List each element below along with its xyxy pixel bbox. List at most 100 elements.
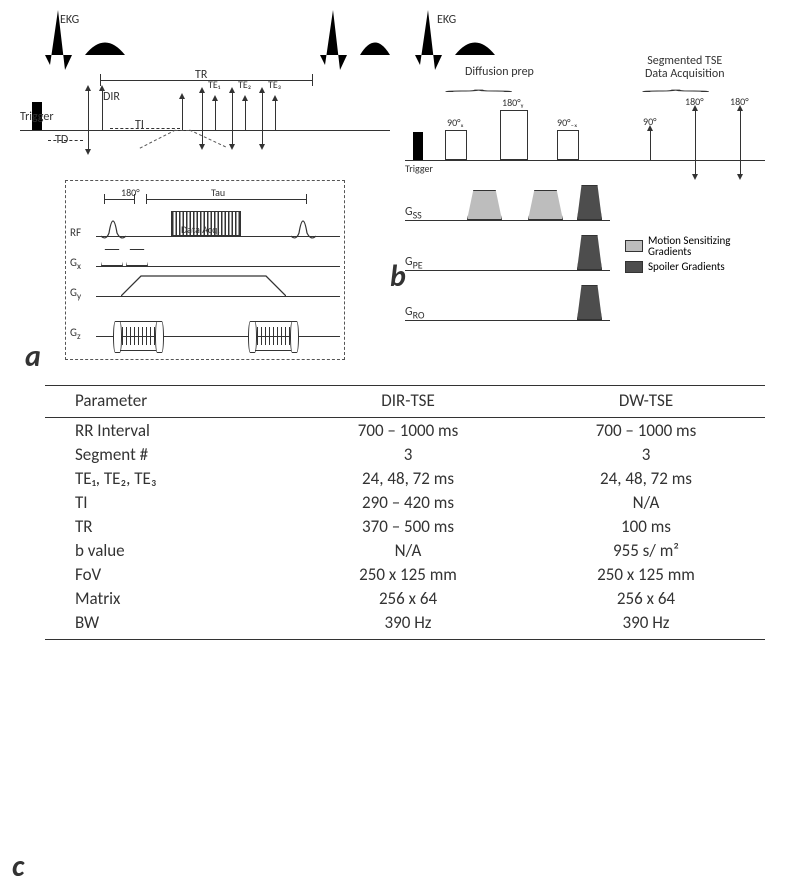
- tau-tick-r: [306, 194, 307, 204]
- gx-trap-2: [126, 249, 148, 266]
- gy-lab: Gy: [70, 286, 81, 302]
- table-cell: Matrix: [45, 586, 289, 610]
- legend-motion-row: Motion SensitizingGradients: [625, 235, 775, 257]
- legend-spoiler-swatch: [625, 261, 643, 273]
- table-cell: FoV: [45, 562, 289, 586]
- ekg-label-a: EKG: [60, 13, 79, 27]
- p90mx-lab: 90°₋ₓ: [557, 116, 577, 129]
- dir-pulse-1b: [88, 130, 89, 150]
- ekg-trace-a: [30, 10, 390, 80]
- table-cell: b value: [45, 538, 289, 562]
- table-row: BW390 Hz390 Hz: [45, 610, 765, 639]
- refocus-2: [232, 92, 233, 130]
- table-cell: 24, 48, 72 ms: [289, 466, 527, 490]
- table-cell: BW: [45, 610, 289, 639]
- table-wrap: ParameterDIR-TSEDW-TSE RR Interval 700 – …: [45, 385, 765, 640]
- table-cell: 250 x 125 mm: [527, 562, 765, 586]
- angle-tick-r: [134, 194, 135, 204]
- echo-1: [215, 100, 216, 130]
- legend-motion-text: Motion SensitizingGradients: [648, 235, 731, 257]
- table-cell: 370 – 500 ms: [289, 514, 527, 538]
- panel-a: EKG Trigger TD DIR TI TR: [20, 10, 395, 380]
- panel-c-label: c: [12, 848, 24, 885]
- legend-motion-swatch: [625, 240, 643, 252]
- diff-prep-lab: Diffusion prep: [465, 65, 534, 79]
- panel-b: EKG ⏞ Diffusion prep ⏞ Segmented TSEData…: [405, 10, 780, 380]
- sinc-2: [291, 211, 321, 241]
- excite-90: [182, 98, 183, 130]
- col-header: Parameter: [45, 386, 289, 418]
- p180y-lab: 180°ᵧ: [502, 96, 523, 109]
- table-cell: 700 – 1000 ms: [527, 418, 765, 443]
- tse-180-2-lab: 180°: [730, 95, 749, 108]
- seg-tse-lab: Segmented TSEData Acquisition: [645, 55, 725, 81]
- te2-label: TE₂: [238, 78, 251, 91]
- table-cell: 3: [527, 442, 765, 466]
- table-cell: Segment #: [45, 442, 289, 466]
- panel-b-label: b: [390, 258, 406, 295]
- baseline-a: [20, 130, 390, 131]
- table-cell: 3: [289, 442, 527, 466]
- dir-pulse-1: [88, 90, 89, 130]
- refocus-1b: [202, 130, 203, 145]
- table-row: Segment #33: [45, 442, 765, 466]
- table-cell: 250 x 125 mm: [289, 562, 527, 586]
- barrel-2: [251, 321, 296, 351]
- gro-spoiler: [577, 285, 602, 320]
- tau-line: [146, 199, 306, 200]
- col-header: DIR-TSE: [289, 386, 527, 418]
- gx-trap-1: [101, 249, 123, 266]
- table-cell: 390 Hz: [289, 610, 527, 639]
- refocus-1: [202, 92, 203, 130]
- table-cell: N/A: [527, 490, 765, 514]
- gss-lab: GSS: [405, 205, 422, 221]
- table-row: b valueN/A955 s/ m²: [45, 538, 765, 562]
- gpe-line: [405, 270, 610, 271]
- table-cell: N/A: [289, 538, 527, 562]
- table-cell: 955 s/ m²: [527, 538, 765, 562]
- rf-lab: RF: [70, 226, 81, 239]
- tse-dash: [705, 160, 730, 161]
- angle180: 180°: [121, 186, 140, 199]
- inset-box: RF Gx Gy Gz Data Acq. 180° Tau: [65, 180, 345, 360]
- gy-line: [96, 296, 340, 297]
- table-cell: 390 Hz: [527, 610, 765, 639]
- barrel-1: [116, 321, 161, 351]
- te3-label: TE₃: [268, 78, 281, 91]
- tr-label: TR: [195, 68, 207, 82]
- trigger-label-b: Trigger: [405, 162, 433, 175]
- table-cell: TI: [45, 490, 289, 514]
- gpe-spoiler: [577, 235, 602, 270]
- trigger-block-b: [413, 132, 423, 160]
- tse-180-2b: [740, 160, 741, 175]
- gss-spoiler: [577, 185, 602, 220]
- trigger-label-a: Trigger: [20, 110, 54, 124]
- table-cell: 100 ms: [527, 514, 765, 538]
- table-row: TR370 – 500 ms100 ms: [45, 514, 765, 538]
- table-cell: 256 x 64: [289, 586, 527, 610]
- legend-spoiler-text: Spoiler Gradients: [648, 260, 725, 273]
- table-row: FoV250 x 125 mm250 x 125 mm: [45, 562, 765, 586]
- refocus-3: [262, 92, 263, 130]
- table-row: Matrix256 x 64256 x 64: [45, 586, 765, 610]
- echo-3: [275, 100, 276, 130]
- tau-tick-l: [146, 194, 147, 204]
- table-cell: TE₁, TE₂, TE₃: [45, 466, 289, 490]
- table-row: TE₁, TE₂, TE₃24, 48, 72 ms24, 48, 72 ms: [45, 466, 765, 490]
- pulse-90x: [445, 130, 467, 160]
- refocus-2b: [232, 130, 233, 145]
- ti-label: TI: [135, 118, 144, 132]
- legend: Motion SensitizingGradients Spoiler Grad…: [625, 235, 775, 276]
- legend-spoiler-row: Spoiler Gradients: [625, 260, 775, 273]
- gss-motion-2: [528, 190, 563, 220]
- data-acq-lab: Data Acq.: [181, 223, 220, 236]
- sinc-1: [101, 211, 131, 241]
- table-row: TI290 – 420 msN/A: [45, 490, 765, 514]
- p90x-lab: 90°ₓ: [447, 116, 464, 129]
- angle-tick-l: [104, 194, 105, 204]
- col-header: DW-TSE: [527, 386, 765, 418]
- pulse-180y: [500, 110, 528, 160]
- table-cell: RR Interval: [45, 418, 289, 443]
- echo-2: [245, 100, 246, 130]
- tse-180-1b: [695, 160, 696, 175]
